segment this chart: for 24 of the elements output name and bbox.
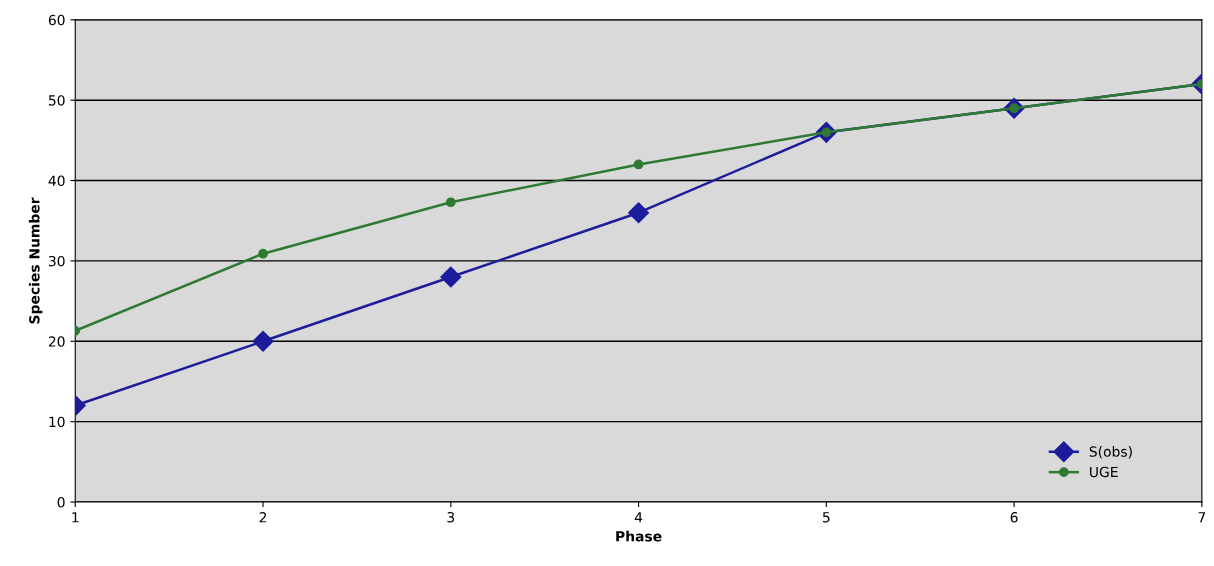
y-axis-title: Species Number — [28, 197, 43, 324]
y-tick-label: 40 — [48, 175, 65, 187]
x-tick-label: 7 — [1198, 512, 1206, 523]
x-tick-label: 4 — [634, 512, 643, 523]
x-axis-title: Phase — [616, 530, 662, 542]
y-tick-label: 0 — [57, 497, 65, 508]
y-tick-label: 10 — [49, 416, 65, 428]
y-tick-label: 20 — [48, 336, 65, 347]
point — [628, 202, 650, 224]
x-tick-label: 3 — [447, 512, 455, 523]
y-tick-label: 60 — [48, 14, 65, 26]
x-tick-label: 6 — [1010, 512, 1018, 523]
x-tick-label: 2 — [259, 512, 267, 523]
y-tick-label: 30 — [48, 255, 65, 267]
x-tick-label: 5 — [822, 512, 830, 523]
point — [633, 159, 644, 170]
point — [440, 266, 462, 288]
point — [445, 197, 456, 208]
point — [258, 248, 268, 259]
x-tick-label: 1 — [72, 512, 79, 523]
legend-label: S(obs) — [1089, 446, 1132, 459]
y-tick-label: 50 — [48, 95, 65, 106]
point — [252, 330, 274, 352]
legend-label: UGE — [1090, 466, 1118, 478]
